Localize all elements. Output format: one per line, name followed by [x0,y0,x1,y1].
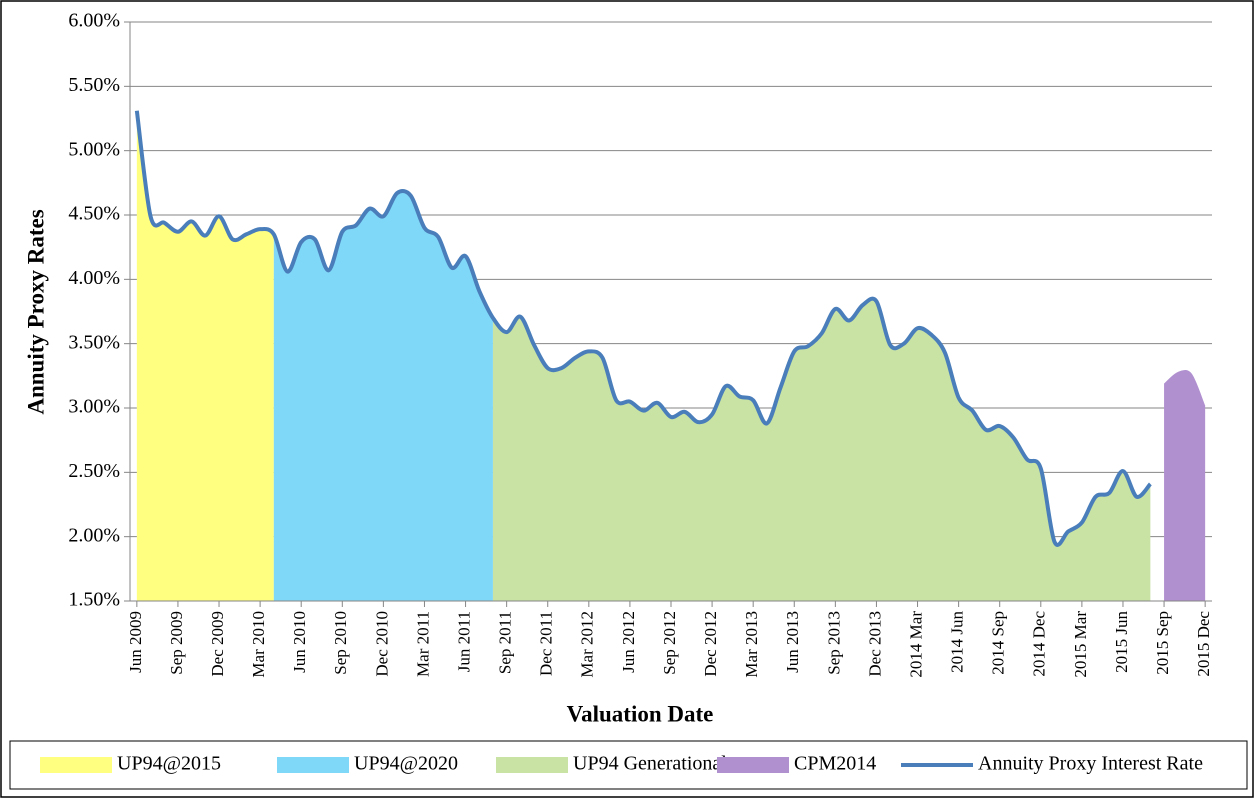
x-tick-label: Jun 2011 [454,611,473,672]
areas [136,110,1206,601]
x-tick-label: Jun 2012 [619,611,638,673]
y-axis-title: Annuity Proxy Rates [23,209,48,414]
y-tick-label: 6.00% [68,10,120,32]
legend-label: CPM2014 [794,753,876,775]
legend-swatch [496,757,568,773]
y-tick-label: 4.50% [68,203,120,225]
x-tick-label: 2015 Mar [1071,611,1090,678]
x-tick-label: Jun 2009 [126,611,145,673]
legend-swatch [717,757,789,773]
y-tick-label: 5.00% [68,138,120,160]
area [273,191,493,601]
x-tick-label: Dec 2013 [865,611,884,677]
x-tick-label: 2014 Sep [989,611,1008,675]
legend-label: Annuity Proxy Interest Rate [978,753,1203,775]
axes: 1.50% 2.00% 2.50% 3.00% 3.50% 4.00% 4.50% 5.00%… [68,10,1213,678]
area [492,298,1151,601]
y-tick-label: 3.00% [68,396,120,418]
lines [134,110,1152,547]
x-tick-label: Sep 2011 [496,611,515,674]
x-tick-label: 2014 Jun [948,611,967,673]
x-tick-label: Dec 2011 [537,611,556,676]
x-tick-label: 2015 Jun [1112,611,1131,673]
x-axis-title: Valuation Date [567,701,714,726]
area [136,110,274,601]
line [134,110,1152,547]
x-tick-label: Mar 2013 [742,611,761,678]
x-tick-label: 2014 Dec [1030,611,1049,677]
area [1164,369,1206,601]
x-tick-label: Mar 2011 [413,611,432,677]
legend-label: UP94 Generational [573,753,727,775]
y-tick-label: 3.50% [68,331,120,353]
y-tick-label: 1.50% [68,589,120,611]
x-tick-label: Dec 2010 [372,611,391,677]
x-tick-label: Mar 2012 [578,611,597,678]
x-tick-label: 2015 Dec [1194,611,1213,677]
legend-box [9,740,1248,790]
x-tick-label: Dec 2012 [701,611,720,677]
legend-label: UP94@2015 [117,753,221,775]
x-tick-label: Jun 2010 [290,611,309,673]
y-tick-label: 2.50% [68,460,120,482]
x-tick-label: Mar 2010 [249,611,268,678]
x-tick-label: Sep 2009 [167,611,186,675]
x-tick-label: Sep 2010 [331,611,350,675]
x-tick-label: Jun 2013 [783,611,802,673]
x-tick-label: Sep 2012 [660,611,679,675]
y-tick-label: 5.50% [68,74,120,96]
x-tick-label: Sep 2013 [824,611,843,675]
x-tick-label: 2015 Sep [1153,611,1172,675]
y-tick-label: 2.00% [68,524,120,546]
x-tick-label: 2014 Mar [906,611,925,678]
legend-swatch [277,757,349,773]
y-tick-label: 4.00% [68,267,120,289]
legend-swatch [40,757,112,773]
x-tick-label: Dec 2009 [208,611,227,677]
legend-label: UP94@2020 [354,753,458,775]
